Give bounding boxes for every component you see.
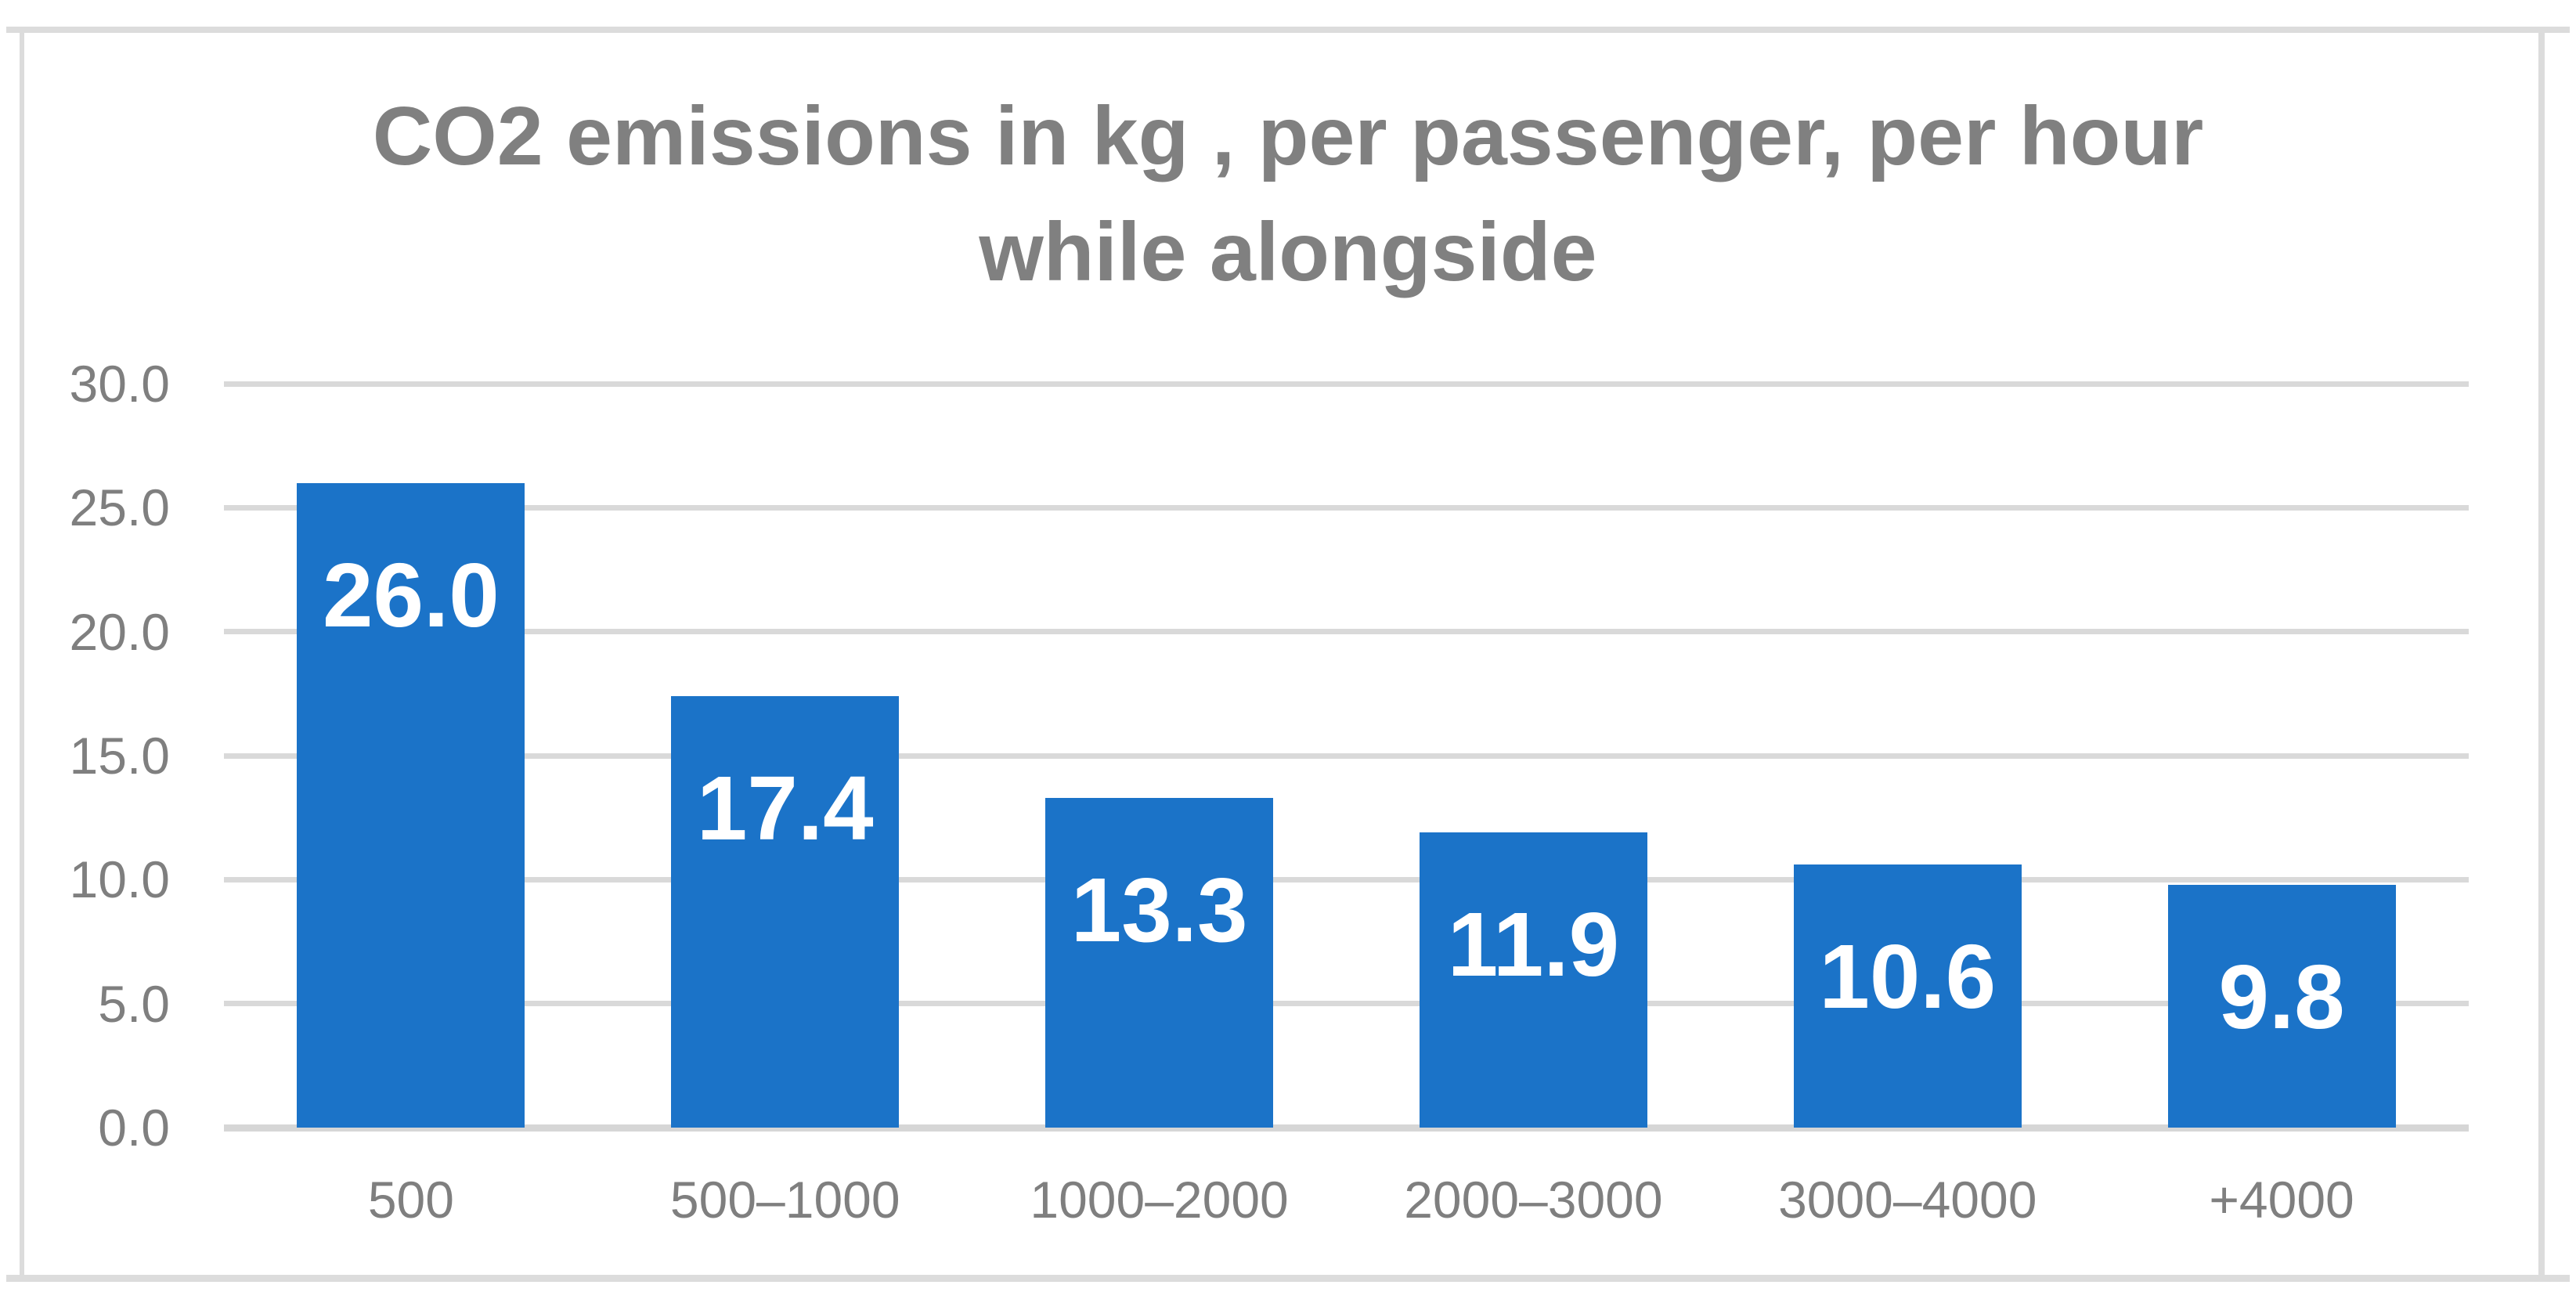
gridline: [224, 629, 2469, 635]
bar-500: 26.0: [297, 482, 525, 1128]
top-rule: [6, 27, 2570, 33]
bar-2000–3000: 11.9: [1419, 832, 1647, 1128]
bar-value-label: 17.4: [696, 757, 874, 859]
frame-right-border: [2538, 27, 2545, 1275]
x-tick-label: 500: [367, 1171, 454, 1229]
bar-value-label: 10.6: [1819, 926, 1997, 1028]
x-tick-label: 2000–3000: [1404, 1171, 1663, 1229]
y-tick-label: 5.0: [98, 974, 170, 1033]
bar-1000–2000: 13.3: [1045, 797, 1274, 1128]
bar-value-label: 13.3: [1070, 858, 1248, 961]
bar-500–1000: 17.4: [671, 696, 900, 1128]
x-tick-label: 1000–2000: [1030, 1171, 1289, 1229]
x-tick-label: 3000–4000: [1778, 1171, 2037, 1229]
y-tick-label: 25.0: [69, 478, 170, 537]
y-tick-label: 0.0: [98, 1099, 170, 1157]
y-tick-label: 30.0: [69, 355, 170, 413]
gridline: [224, 1001, 2469, 1007]
y-tick-label: 20.0: [69, 602, 170, 661]
y-tick-label: 15.0: [69, 727, 170, 785]
chart-title: CO2 emissions in kg , per passenger, per…: [372, 90, 2204, 298]
gridline: [224, 381, 2469, 387]
bar-+4000: 9.8: [2167, 884, 2396, 1128]
bar-value-label: 11.9: [1447, 893, 1620, 996]
gridline: [224, 753, 2469, 759]
plot-area: 26.0 17.4 13.3 11.9 10.6 9.8: [224, 381, 2469, 1132]
bottom-rule: [6, 1275, 2570, 1282]
frame-left-border: [20, 27, 24, 1275]
x-tick-label: +4000: [2209, 1171, 2354, 1229]
y-tick-label: 10.0: [69, 850, 170, 909]
bar-value-label: 26.0: [323, 543, 500, 646]
gridline: [224, 876, 2469, 883]
bar-value-label: 9.8: [2218, 945, 2345, 1048]
x-tick-label: 500–1000: [669, 1171, 900, 1229]
bar-3000–4000: 10.6: [1793, 864, 2022, 1128]
x-axis-line: [224, 1124, 2469, 1132]
gridline: [224, 504, 2469, 511]
